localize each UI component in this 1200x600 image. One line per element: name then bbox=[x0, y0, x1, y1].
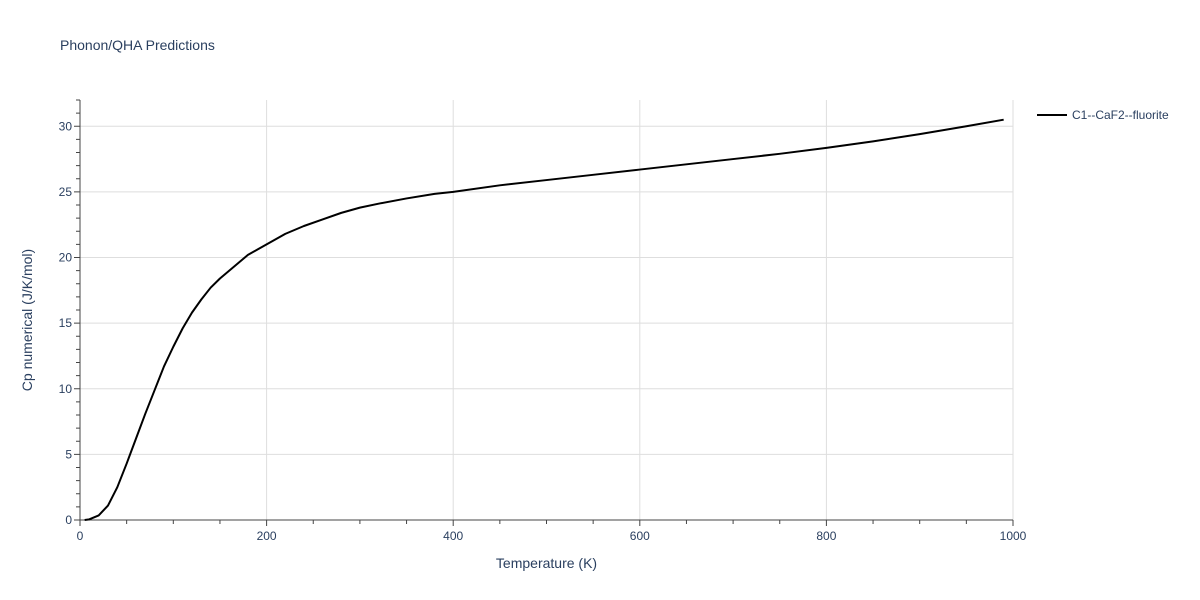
series-line-0[interactable] bbox=[84, 118, 1004, 521]
legend-label[interactable]: C1--CaF2--fluorite bbox=[1072, 108, 1169, 122]
x-tick-label: 400 bbox=[443, 529, 463, 543]
axes bbox=[74, 99, 1014, 526]
tick-labels: 0 200 400 600 800 1000 0 5 10 15 20 25 30 bbox=[59, 119, 1027, 543]
x-axis-title: Temperature (K) bbox=[496, 555, 597, 571]
legend[interactable]: C1--CaF2--fluorite bbox=[1037, 108, 1169, 122]
y-tick-label: 5 bbox=[65, 447, 72, 461]
x-tick-label: 1000 bbox=[1000, 529, 1027, 543]
x-tick-label: 800 bbox=[816, 529, 836, 543]
y-tick-label: 15 bbox=[59, 316, 73, 330]
y-axis-title: Cp numerical (J/K/mol) bbox=[19, 249, 35, 391]
x-tick-label: 200 bbox=[257, 529, 277, 543]
plot-area[interactable] bbox=[84, 118, 1004, 521]
x-tick-label: 600 bbox=[630, 529, 650, 543]
y-tick-label: 0 bbox=[65, 513, 72, 527]
chart-title: Phonon/QHA Predictions bbox=[60, 37, 215, 53]
grid bbox=[80, 100, 1014, 520]
y-tick-label: 25 bbox=[59, 185, 73, 199]
y-tick-label: 30 bbox=[59, 119, 73, 133]
y-tick-label: 10 bbox=[59, 382, 73, 396]
y-tick-label: 20 bbox=[59, 251, 73, 265]
x-tick-label: 0 bbox=[77, 529, 84, 543]
